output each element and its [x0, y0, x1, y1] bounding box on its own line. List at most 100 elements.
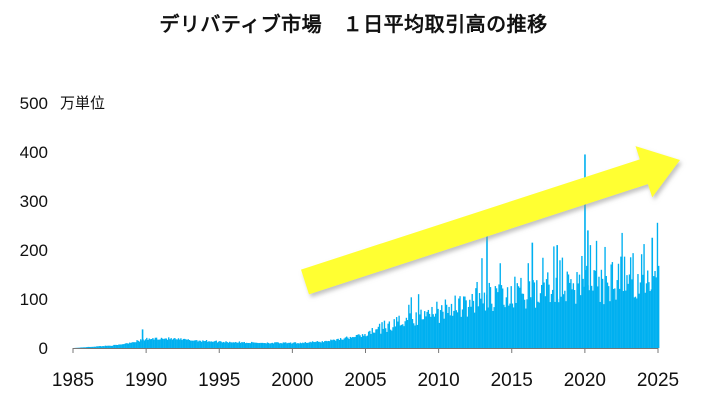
volume-bar	[528, 281, 531, 348]
volume-bar	[265, 343, 267, 348]
volume-bar	[160, 337, 163, 348]
volume-bar	[437, 308, 439, 348]
volume-bar	[577, 283, 579, 348]
volume-bar	[108, 345, 110, 348]
volume-bar	[360, 336, 362, 348]
x-tick-label: 1985	[52, 370, 94, 391]
volume-bar	[299, 342, 302, 348]
volume-bar	[266, 342, 269, 348]
volume-bar	[174, 337, 176, 348]
volume-bar	[400, 324, 403, 348]
volume-bar	[634, 296, 637, 348]
volume-bar	[649, 291, 651, 348]
volume-bar	[313, 341, 315, 348]
volume-bar	[207, 341, 209, 348]
volume-bar	[348, 339, 350, 348]
volume-bar	[138, 341, 141, 348]
volume-bar	[140, 339, 142, 348]
volume-bar	[653, 276, 655, 348]
volume-bar	[439, 310, 442, 348]
volume-bar	[551, 289, 554, 348]
volume-bar	[316, 341, 319, 348]
volume-bar	[181, 340, 183, 348]
volume-bar	[186, 339, 188, 348]
volume-bar	[374, 332, 376, 348]
volume-bar	[337, 338, 339, 348]
volume-bar	[628, 274, 631, 348]
volume-bar	[511, 303, 514, 348]
volume-bar	[255, 342, 258, 348]
volume-bar	[570, 279, 572, 348]
volume-bar	[241, 342, 243, 348]
volume-bar	[346, 336, 348, 348]
x-tick-label: 1995	[198, 370, 240, 391]
volume-bar	[610, 264, 612, 348]
volume-bar	[310, 342, 313, 348]
volume-bar	[250, 341, 253, 348]
volume-bar	[560, 296, 562, 348]
volume-bar	[349, 336, 352, 348]
volume-bar	[388, 321, 391, 348]
volume-bar	[572, 283, 575, 348]
volume-bar	[541, 284, 543, 348]
volume-bar	[427, 309, 430, 348]
volume-bar	[377, 326, 380, 348]
volume-bar	[136, 340, 138, 348]
volume-bar	[226, 342, 228, 348]
volume-bar	[553, 246, 555, 348]
volume-bar	[87, 346, 89, 348]
volume-bar	[367, 331, 370, 348]
volume-bar	[319, 341, 321, 348]
volume-bar	[543, 282, 545, 348]
volume-bar	[177, 338, 180, 348]
volume-bar	[658, 265, 660, 348]
volume-bar	[477, 306, 479, 348]
volume-bar	[171, 339, 174, 348]
volume-bar	[82, 347, 85, 348]
volume-bar	[109, 345, 111, 348]
chart-title: デリバティブ市場 １日平均取引高の推移	[159, 12, 548, 36]
volume-bar	[113, 344, 115, 348]
volume-bar	[172, 338, 175, 348]
volume-bar	[122, 344, 125, 348]
volume-bar	[648, 282, 650, 348]
x-tick-label: 2020	[564, 370, 606, 391]
volume-bar	[224, 342, 226, 348]
volume-bar	[448, 306, 450, 348]
volume-bar	[354, 336, 356, 348]
volume-bar	[190, 340, 192, 348]
volume-bar	[469, 299, 471, 348]
volume-bar	[389, 329, 392, 348]
volume-bar	[298, 343, 300, 348]
y-tick-label: 100	[20, 290, 48, 309]
volume-bar	[335, 340, 337, 348]
volume-bar	[261, 342, 264, 348]
volume-bar	[424, 311, 426, 348]
volume-bar	[157, 339, 159, 348]
volume-bar	[180, 338, 182, 348]
volume-bar	[281, 343, 283, 348]
volume-bar	[458, 298, 460, 348]
volume-bar	[586, 265, 588, 348]
volume-bar	[254, 342, 256, 348]
volume-bar	[637, 274, 639, 348]
volume-bar	[487, 307, 489, 348]
volume-bar	[517, 286, 520, 348]
volume-bar	[398, 315, 400, 348]
volume-bar	[218, 341, 220, 348]
volume-bar	[112, 345, 114, 348]
volume-bar	[622, 291, 625, 348]
volume-bar	[445, 304, 448, 348]
volume-bar	[588, 290, 590, 348]
volume-bar	[415, 312, 417, 348]
volume-bar	[500, 285, 503, 348]
spike-bar	[587, 230, 589, 348]
volume-bar	[151, 339, 153, 348]
volume-bar	[616, 280, 618, 348]
spike-bar	[651, 237, 654, 348]
volume-bar	[200, 341, 203, 348]
volume-bar	[537, 301, 539, 348]
volume-bar	[315, 341, 317, 348]
